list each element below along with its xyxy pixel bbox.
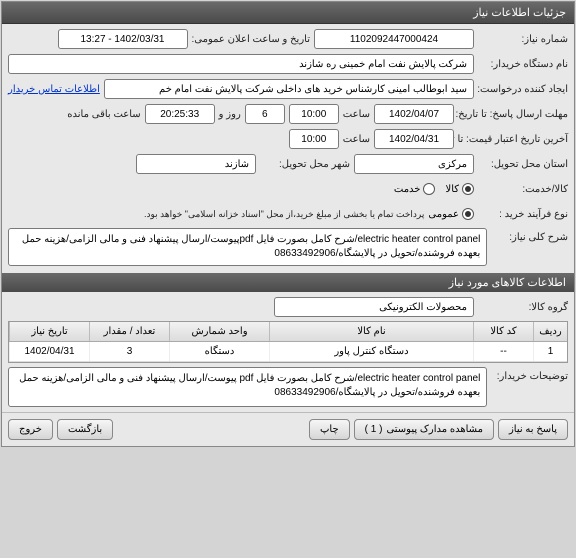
spacer (117, 419, 305, 440)
requester-value: سید ابوطالب امینی کارشناس خرید های داخلی… (104, 79, 474, 99)
attachments-label: مشاهده مدارک پیوستی (386, 424, 483, 435)
cell-idx: 1 (533, 342, 567, 361)
cell-qty: 3 (89, 342, 169, 361)
price-valid-label: آخرین تاریخ اعتبار قیمت: تا تاریخ: (458, 134, 568, 145)
col-idx: ردیف (533, 322, 567, 341)
grid-header: ردیف کد کالا نام کالا واحد شمارش تعداد /… (9, 322, 567, 342)
goods-type-label: کالا/خدمت: (478, 184, 568, 195)
radio-service[interactable]: خدمت (394, 183, 436, 195)
province-label: استان محل تحویل: (478, 159, 568, 170)
buyer-notes-text: electric heater control panel/شرح کامل ب… (8, 367, 487, 407)
titlebar: جزئیات اطلاعات نیاز (2, 2, 574, 24)
radio-process-label: عمومی (428, 209, 459, 220)
price-valid-date: 1402/04/31 (374, 129, 454, 149)
days-val: 6 (245, 104, 285, 124)
city-label: شهر محل تحویل: (260, 159, 350, 170)
col-code: کد کالا (473, 322, 533, 341)
footer-toolbar: پاسخ به نیاز مشاهده مدارک پیوستی ( 1 ) چ… (2, 412, 574, 446)
reply-button[interactable]: پاسخ به نیاز (498, 419, 568, 440)
exit-label: خروج (19, 424, 42, 435)
deadline-date: 1402/04/07 (374, 104, 454, 124)
col-unit: واحد شمارش (169, 322, 269, 341)
attachments-button[interactable]: مشاهده مدارک پیوستی ( 1 ) (354, 419, 494, 440)
radio-process-circle (462, 208, 474, 220)
countdown: 20:25:33 (145, 104, 215, 124)
exit-button[interactable]: خروج (8, 419, 53, 440)
radio-service-circle (423, 183, 435, 195)
radio-goods-label: کالا (445, 184, 459, 195)
need-no-value: 1102092447000424 (314, 29, 474, 49)
print-label: چاپ (320, 424, 339, 435)
province-value: مرکزی (354, 154, 474, 174)
remain-label: ساعت باقی مانده (67, 109, 140, 120)
cell-date: 1402/04/31 (9, 342, 89, 361)
need-no-label: شماره نیاز: (478, 34, 568, 45)
time-label-1: ساعت (343, 109, 370, 120)
goods-type-group: کالا خدمت (394, 183, 474, 195)
radio-process-normal[interactable]: عمومی (428, 208, 474, 220)
section-goods-title: اطلاعات کالاهای مورد نیاز (2, 273, 574, 292)
radio-service-label: خدمت (394, 184, 421, 195)
price-valid-time: 10:00 (289, 129, 339, 149)
need-title-text: electric heater control panel/شرح کامل ب… (8, 228, 487, 266)
group-label: گروه کالا: (478, 302, 568, 313)
table-row[interactable]: 1 -- دستگاه کنترل پاور دستگاه 3 1402/04/… (9, 342, 567, 362)
reply-label: پاسخ به نیاز (509, 424, 557, 435)
cell-unit: دستگاه (169, 342, 269, 361)
need-title-label: شرح کلی نیاز: (491, 228, 568, 243)
radio-goods-circle (462, 183, 474, 195)
days-label: روز و (219, 109, 241, 120)
deadline-time: 10:00 (289, 104, 339, 124)
back-button[interactable]: بازگشت (57, 419, 113, 440)
public-date-label: تاریخ و ساعت اعلان عمومی: (192, 34, 311, 45)
time-label-2: ساعت (343, 134, 370, 145)
buyer-notes-label: توضیحات خریدار: (491, 367, 568, 382)
window: جزئیات اطلاعات نیاز شماره نیاز: 11020924… (1, 1, 575, 447)
requester-label: ایجاد کننده درخواست: (478, 84, 568, 95)
radio-goods[interactable]: کالا (445, 183, 474, 195)
window-title: جزئیات اطلاعات نیاز (473, 7, 566, 19)
col-date: تاریخ نیاز (9, 322, 89, 341)
col-name: نام کالا (269, 322, 473, 341)
cell-code: -- (473, 342, 533, 361)
process-note: پرداخت تمام یا بخشی از مبلغ خرید،از محل … (144, 209, 424, 220)
form-area: شماره نیاز: 1102092447000424 تاریخ و ساع… (2, 24, 574, 271)
contact-link[interactable]: اطلاعات تماس خریدار (8, 84, 100, 95)
col-qty: تعداد / مقدار (89, 322, 169, 341)
buyer-value: شرکت پالایش نفت امام خمینی ره شازند (8, 54, 474, 74)
buyer-label: نام دستگاه خریدار: (478, 59, 568, 70)
group-value: محصولات الکترونیکی (274, 297, 474, 317)
public-date-value: 1402/03/31 - 13:27 (58, 29, 188, 49)
attachments-count: ( 1 ) (365, 424, 383, 435)
print-button[interactable]: چاپ (309, 419, 350, 440)
deadline-label: مهلت ارسال پاسخ: تا تاریخ: (458, 109, 568, 120)
cell-name: دستگاه کنترل پاور (269, 342, 473, 361)
city-value: شازند (136, 154, 256, 174)
goods-grid: ردیف کد کالا نام کالا واحد شمارش تعداد /… (8, 321, 568, 363)
back-label: بازگشت (68, 424, 102, 435)
process-label: نوع فرآیند خرید : (478, 209, 568, 220)
